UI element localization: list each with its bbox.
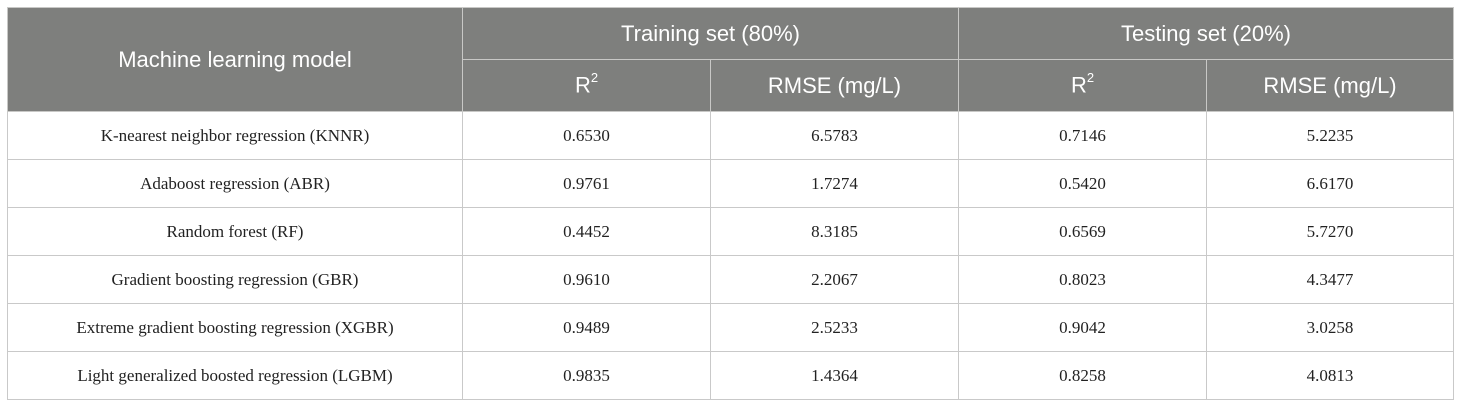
test-r2-value: 0.8258 bbox=[958, 351, 1208, 400]
header-training-set: Training set (80%) bbox=[461, 7, 960, 60]
header-model: Machine learning model bbox=[7, 7, 463, 112]
model-name: Adaboost regression (ABR) bbox=[7, 159, 463, 208]
table-row: Light generalized boosted regression (LG… bbox=[7, 351, 1455, 400]
test-r2-value: 0.5420 bbox=[958, 159, 1208, 208]
table-row: Extreme gradient boosting regression (XG… bbox=[7, 303, 1455, 352]
test-rmse-value: 5.7270 bbox=[1206, 207, 1455, 256]
train-rmse-value: 6.5783 bbox=[709, 111, 960, 160]
model-name: Extreme gradient boosting regression (XG… bbox=[7, 303, 463, 352]
train-r2-value: 0.4452 bbox=[462, 207, 711, 256]
train-r2-value: 0.9761 bbox=[462, 159, 711, 208]
test-r2-value: 0.7146 bbox=[958, 111, 1208, 160]
header-test-rmse: RMSE (mg/L) bbox=[1206, 59, 1455, 112]
train-r2-value: 0.9610 bbox=[462, 255, 711, 304]
test-rmse-value: 6.6170 bbox=[1206, 159, 1455, 208]
test-r2-value: 0.9042 bbox=[958, 303, 1208, 352]
model-name: Light generalized boosted regression (LG… bbox=[7, 351, 463, 400]
header-train-rmse: RMSE (mg/L) bbox=[709, 59, 960, 112]
test-rmse-value: 4.3477 bbox=[1206, 255, 1455, 304]
train-rmse-value: 2.2067 bbox=[709, 255, 960, 304]
train-rmse-value: 1.7274 bbox=[709, 159, 960, 208]
table-row: K-nearest neighbor regression (KNNR) 0.6… bbox=[7, 111, 1455, 160]
model-name: Random forest (RF) bbox=[7, 207, 463, 256]
table-row: Random forest (RF) 0.4452 8.3185 0.6569 … bbox=[7, 207, 1455, 256]
test-rmse-value: 3.0258 bbox=[1206, 303, 1455, 352]
train-rmse-value: 8.3185 bbox=[709, 207, 960, 256]
results-table: Machine learning model Training set (80%… bbox=[7, 7, 1455, 400]
test-rmse-value: 5.2235 bbox=[1206, 111, 1455, 160]
header-test-r2: R2 bbox=[958, 59, 1208, 112]
model-name: K-nearest neighbor regression (KNNR) bbox=[7, 111, 463, 160]
train-r2-value: 0.6530 bbox=[462, 111, 711, 160]
train-r2-value: 0.9835 bbox=[462, 351, 711, 400]
test-r2-value: 0.6569 bbox=[958, 207, 1208, 256]
train-rmse-value: 1.4364 bbox=[709, 351, 960, 400]
test-r2-value: 0.8023 bbox=[958, 255, 1208, 304]
header-train-r2: R2 bbox=[462, 59, 711, 112]
train-r2-value: 0.9489 bbox=[462, 303, 711, 352]
test-rmse-value: 4.0813 bbox=[1206, 351, 1455, 400]
header-testing-set: Testing set (20%) bbox=[958, 7, 1455, 60]
table-row: Gradient boosting regression (GBR) 0.961… bbox=[7, 255, 1455, 304]
train-rmse-value: 2.5233 bbox=[709, 303, 960, 352]
table-row: Adaboost regression (ABR) 0.9761 1.7274 … bbox=[7, 159, 1455, 208]
model-name: Gradient boosting regression (GBR) bbox=[7, 255, 463, 304]
